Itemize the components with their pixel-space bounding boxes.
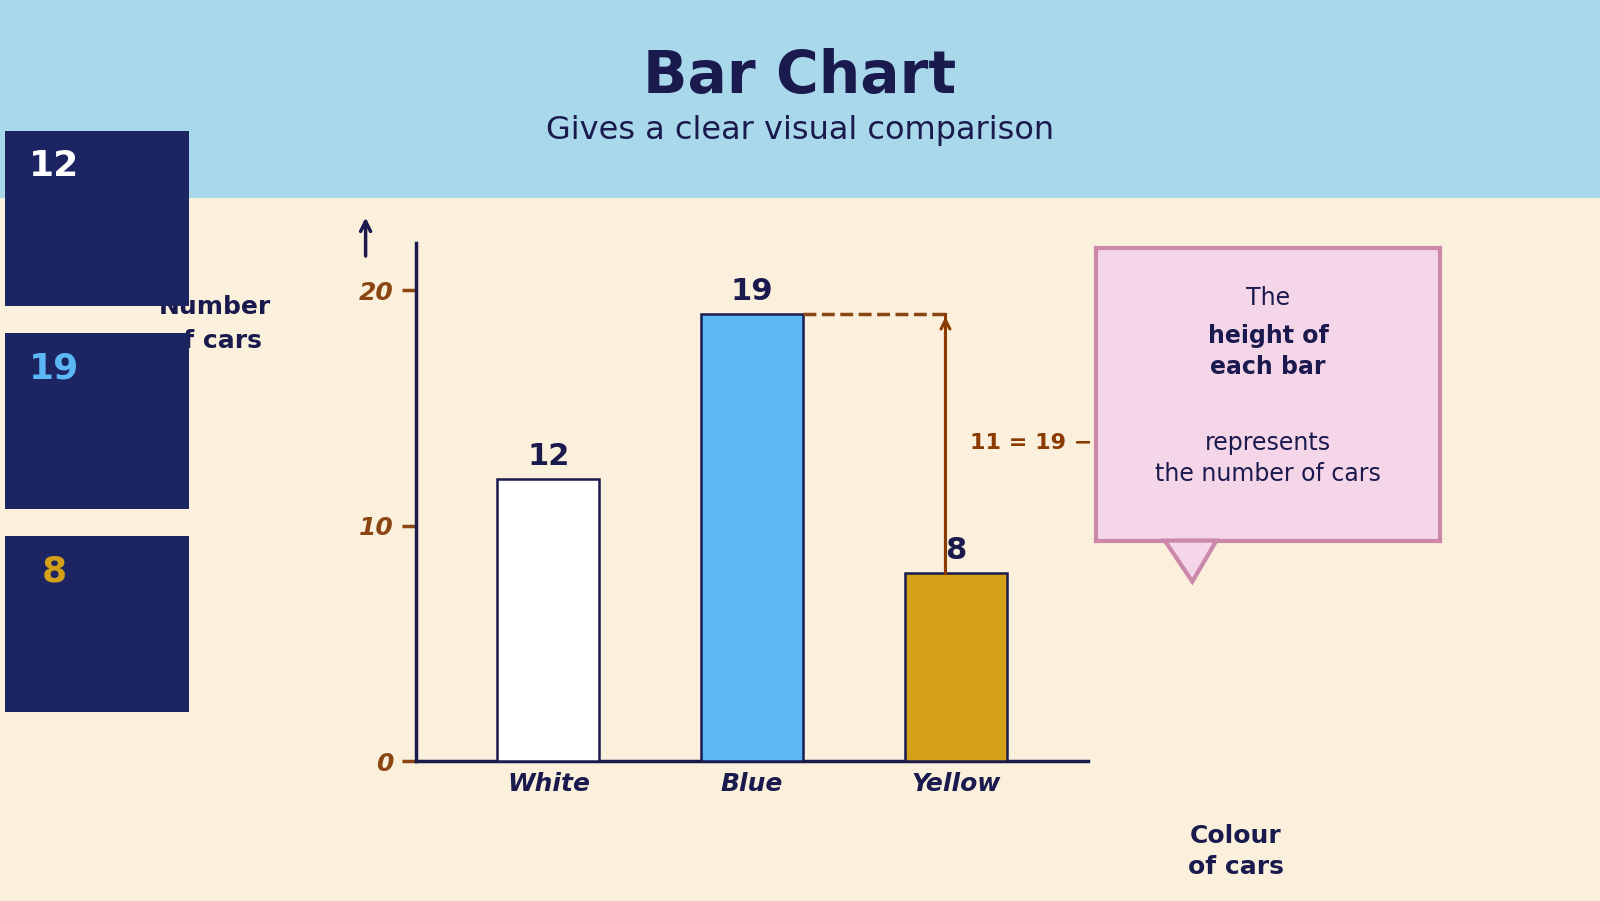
Bar <box>904 573 1006 761</box>
Text: 19: 19 <box>29 351 80 386</box>
Text: 8: 8 <box>946 536 966 565</box>
Text: 8: 8 <box>42 554 67 588</box>
Text: Number
of cars: Number of cars <box>158 296 270 352</box>
Text: 19: 19 <box>731 277 773 305</box>
Text: represents
the number of cars: represents the number of cars <box>1155 432 1381 486</box>
Text: Bar Chart: Bar Chart <box>643 48 957 105</box>
Text: 11 = 19 − 8: 11 = 19 − 8 <box>970 433 1115 453</box>
Text: 12: 12 <box>29 149 80 183</box>
Text: 12: 12 <box>526 441 570 470</box>
Bar <box>701 314 803 761</box>
Text: The: The <box>1246 286 1290 310</box>
Text: Gives a clear visual comparison: Gives a clear visual comparison <box>546 115 1054 146</box>
Text: height of
each bar: height of each bar <box>1208 324 1328 379</box>
Bar <box>498 478 600 761</box>
Text: Colour
of cars: Colour of cars <box>1187 824 1283 879</box>
Polygon shape <box>1165 541 1216 582</box>
